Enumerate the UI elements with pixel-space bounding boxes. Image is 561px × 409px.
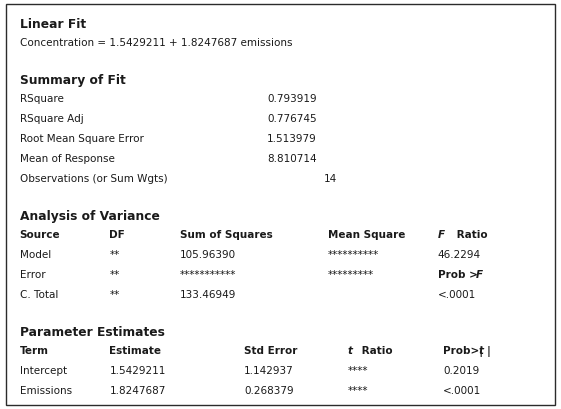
Text: Prob>|: Prob>| [443,346,484,357]
Text: |: | [487,346,491,357]
Text: 1.142937: 1.142937 [244,366,294,375]
Text: Source: Source [20,230,60,240]
Text: 1.513979: 1.513979 [267,134,317,144]
Text: t: t [479,346,484,355]
Text: Error: Error [20,270,45,280]
Text: C. Total: C. Total [20,290,58,300]
Text: Concentration = 1.5429211 + 1.8247687 emissions: Concentration = 1.5429211 + 1.8247687 em… [20,38,292,48]
Text: Std Error: Std Error [244,346,297,355]
Text: 0.793919: 0.793919 [268,94,317,104]
Text: F: F [438,230,445,240]
Text: <.0001: <.0001 [443,386,481,396]
Text: ***********: *********** [180,270,236,280]
Text: Mean of Response: Mean of Response [20,154,114,164]
Text: Mean Square: Mean Square [328,230,406,240]
Text: Intercept: Intercept [20,366,67,375]
Text: ****: **** [348,366,369,375]
Text: 14: 14 [323,174,337,184]
Text: 1.8247687: 1.8247687 [109,386,165,396]
Text: F: F [476,270,483,280]
Text: Summary of Fit: Summary of Fit [20,74,126,87]
Text: RSquare: RSquare [20,94,63,104]
Text: **: ** [109,270,119,280]
Text: 105.96390: 105.96390 [180,250,236,260]
Text: RSquare Adj: RSquare Adj [20,114,84,124]
Text: Observations (or Sum Wgts): Observations (or Sum Wgts) [20,174,167,184]
Text: Prob >: Prob > [438,270,477,280]
Text: Estimate: Estimate [109,346,162,355]
Text: ****: **** [348,386,369,396]
Text: 46.2294: 46.2294 [438,250,481,260]
Text: t: t [348,346,353,355]
Text: 0.268379: 0.268379 [244,386,293,396]
Text: Ratio: Ratio [358,346,393,355]
Text: **: ** [109,290,119,300]
Text: Model: Model [20,250,51,260]
Text: Ratio: Ratio [453,230,488,240]
Text: *********: ********* [328,270,374,280]
Text: Sum of Squares: Sum of Squares [180,230,272,240]
Text: Linear Fit: Linear Fit [20,18,86,31]
Text: Emissions: Emissions [20,386,72,396]
Text: Parameter Estimates: Parameter Estimates [20,326,164,339]
Text: DF: DF [109,230,125,240]
Text: **********: ********** [328,250,379,260]
Text: <.0001: <.0001 [438,290,476,300]
Text: 1.5429211: 1.5429211 [109,366,165,375]
Text: 0.776745: 0.776745 [268,114,317,124]
Text: **: ** [109,250,119,260]
Text: 133.46949: 133.46949 [180,290,236,300]
Text: Root Mean Square Error: Root Mean Square Error [20,134,144,144]
Text: Analysis of Variance: Analysis of Variance [20,210,159,223]
Text: 0.2019: 0.2019 [443,366,480,375]
Text: Term: Term [20,346,49,355]
Text: 8.810714: 8.810714 [268,154,317,164]
